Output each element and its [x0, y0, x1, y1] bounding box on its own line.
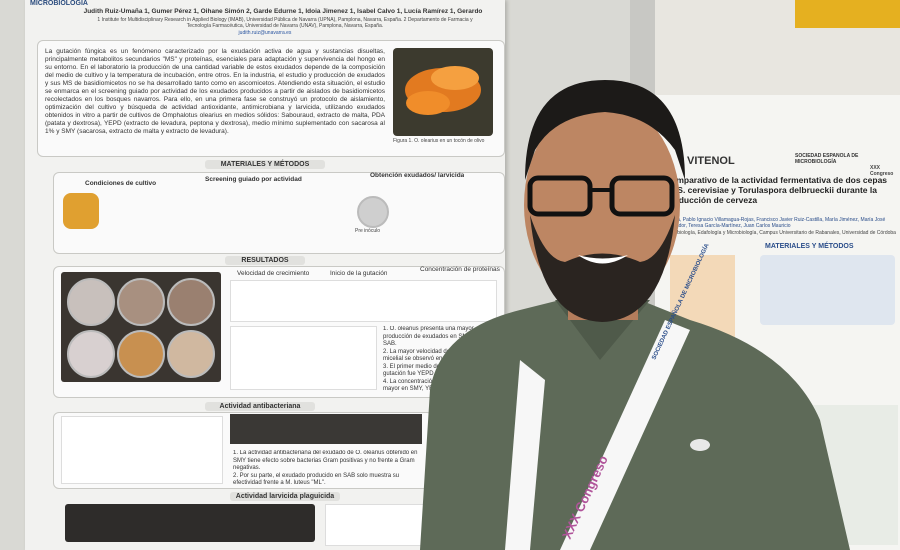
conclusion: 4. La concentración de proteínas fue may…	[383, 378, 481, 393]
mushroom-drawing	[405, 66, 481, 115]
abstract: La gutación fúngica es un fenómeno carac…	[45, 48, 385, 135]
method-label: Screening guiado por actividad	[205, 176, 302, 183]
antibacterial-photo	[230, 414, 422, 444]
chart-label: Concentración de proteínas	[420, 266, 500, 273]
plates-photo	[61, 272, 221, 382]
cap	[406, 91, 450, 115]
section-header: RESULTADOS	[225, 256, 305, 265]
yellow-panel	[795, 0, 900, 28]
right-authors: García, Pablo Ignacio Villamagua-Rojas, …	[665, 217, 886, 229]
data-table	[230, 326, 377, 390]
methods-box	[53, 172, 505, 254]
antibacterial-table	[61, 416, 223, 484]
beard	[530, 215, 675, 322]
cap	[431, 66, 479, 90]
right-section: MATERIALES Y MÉTODOS	[765, 243, 854, 250]
finding: 1. La actividad antibacteriana del exuda…	[233, 450, 418, 471]
plate	[67, 278, 115, 326]
photo-caption: Figura 1. O. olearius en un tocón de oli…	[393, 138, 485, 144]
diagram-panel	[760, 255, 895, 325]
method-label: Pre inóculo	[355, 228, 381, 234]
plate	[357, 196, 389, 228]
affiliation: 1 Institute for Multidisciplinary Resear…	[97, 17, 473, 29]
larvicide-photo	[65, 504, 315, 542]
glasses	[527, 175, 593, 217]
conclusion: 1. O. olearius presenta una mayor produc…	[383, 326, 495, 347]
mushroom-photo	[393, 48, 493, 136]
shirt-logo	[690, 439, 710, 451]
plate	[117, 278, 165, 326]
right-affiliation: Microbiología, Edafología y Microbiologí…	[665, 230, 896, 236]
conclusion: 2. La mayor velocidad de crecimiento mic…	[383, 348, 483, 363]
smile	[578, 255, 628, 264]
culture-photo	[63, 193, 99, 229]
lanyard	[505, 360, 545, 550]
right-title: Comparativo de la actividad fermentativa…	[665, 175, 888, 205]
brand: VITENOL	[687, 155, 735, 167]
conclusions: 1. O. olearius presenta una mayor produc…	[383, 326, 498, 392]
section-header: MATERIALES Y MÉTODOS	[205, 160, 325, 169]
plate	[67, 330, 115, 378]
glasses	[609, 175, 675, 217]
plate	[167, 330, 215, 378]
larvicide-chart	[325, 504, 437, 546]
email: judith.ruiz@unavarra.es	[238, 30, 292, 36]
face	[524, 100, 680, 310]
plate	[117, 330, 165, 378]
plate	[167, 278, 215, 326]
left-poster: MICROBIOLOGÍA Judith Ruiz-Umaña 1, Gumer…	[25, 0, 505, 550]
antibacterial-text: 1. La actividad antibacteriana del exuda…	[233, 450, 423, 484]
lanyard	[560, 320, 690, 550]
conclusion: 3. El primer medio donde se observó guta…	[383, 363, 482, 378]
congress: XXX Congreso	[870, 165, 894, 177]
society: SOCIEDAD ESPAÑOLA DE MICROBIOLOGÍA	[795, 153, 859, 165]
method-label: Condiciones de cultivo	[85, 180, 157, 187]
authors: Judith Ruiz-Umaña 1, Gumer Pérez 1, Oiha…	[83, 8, 483, 15]
section-header: Actividad larvicida plaguicida	[230, 492, 340, 501]
finding: 2. Por su parte, el exudado producido en…	[233, 472, 400, 485]
hair	[525, 80, 685, 180]
mini-charts	[230, 280, 497, 322]
section-header: Actividad antibacteriana	[205, 402, 315, 411]
method-label: Obtención exudados/ larvicida	[370, 172, 465, 179]
chart-label: Inicio de la gutación	[330, 270, 388, 277]
chart-label: Velocidad de crecimiento	[237, 270, 310, 277]
logo: MICROBIOLOGÍA	[30, 0, 88, 7]
